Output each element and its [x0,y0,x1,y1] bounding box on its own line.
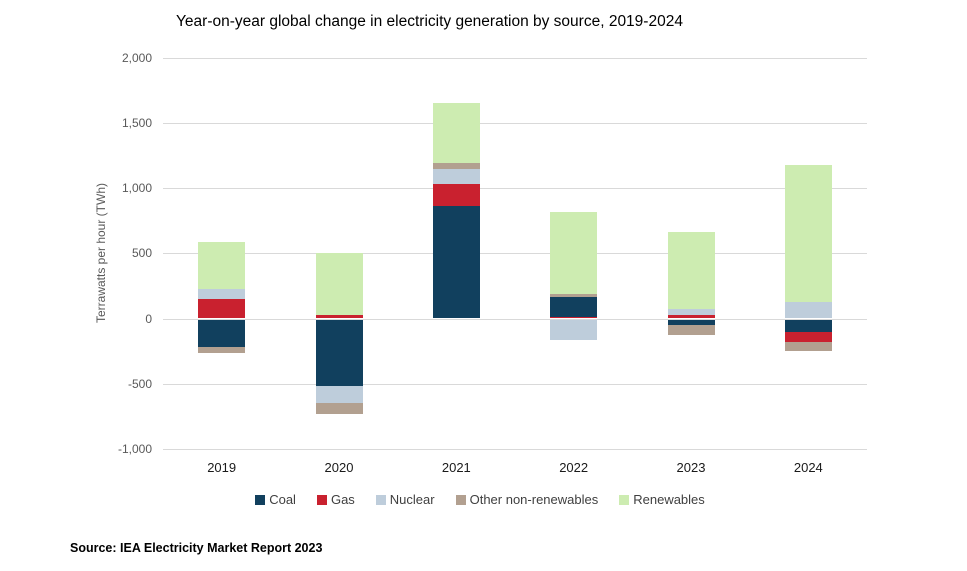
y-tick-label: 0 [145,311,152,326]
bar-segment-2020-renewables [315,253,363,315]
bar-segment-2022-coal [550,296,598,317]
legend-label: Coal [269,492,296,507]
legend-swatch-icon [255,494,266,505]
y-tick-label: 500 [131,246,152,261]
bar-segment-2023-renewables [667,232,715,309]
legend-swatch-icon [375,494,386,505]
bar-segment-2024-renewables [784,164,832,302]
gridline [163,188,867,190]
bar-segment-2022-nuclear [550,320,598,341]
legend-label: Other non-renewables [469,492,599,507]
x-tick-label-2019: 2019 [207,460,237,475]
gridline [163,253,867,255]
bar-segment-2019-coal [198,320,246,348]
legend-label: Renewables [633,492,705,507]
bar-segment-2020-gas [315,314,363,319]
x-tick-label-2020: 2020 [324,460,354,475]
gridline [163,122,867,124]
bar-segment-2024-coal [784,320,832,333]
bar-segment-2022-renewables [550,212,598,294]
y-tick-label: -500 [127,376,152,391]
legend-item-coal: Coal [255,492,296,507]
legend-item-other-non-renewables: Other non-renewables [455,492,599,507]
legend-swatch-icon [316,494,327,505]
legend-swatch-icon [455,494,466,505]
bar-segment-2020-coal [315,320,363,386]
bar-segment-2023-gas [667,315,715,319]
x-tick-label-2023: 2023 [676,460,706,475]
legend-item-nuclear: Nuclear [375,492,435,507]
x-tick-label-2022: 2022 [559,460,589,475]
bar-segment-2022-gas [550,316,598,319]
legend-item-renewables: Renewables [619,492,705,507]
bar-segment-2021-nuclear [432,168,480,185]
bar-segment-2024-other-non-renewables [784,342,832,351]
legend-label: Nuclear [389,492,435,507]
legend-item-gas: Gas [316,492,355,507]
bar-segment-2021-gas [432,184,480,207]
bar-segment-2019-renewables [198,242,246,289]
bar-segment-2021-coal [432,206,480,319]
gridline [163,57,867,59]
bar-segment-2021-other-non-renewables [432,162,480,169]
gridline [163,318,867,320]
bar-segment-2023-nuclear [667,308,715,316]
y-tick-label: 1,500 [121,115,152,130]
gridline [163,448,867,450]
legend-label: Gas [330,492,355,507]
bar-segment-2023-coal [667,320,715,325]
bar-segment-2020-other-non-renewables [315,402,363,414]
y-tick-label: -1,000 [117,441,152,456]
x-tick-label-2024: 2024 [793,460,823,475]
bar-segment-2020-nuclear [315,385,363,403]
x-tick-label-2021: 2021 [441,460,471,475]
bar-segment-2019-nuclear [198,288,246,299]
gridline [163,383,867,385]
y-tick-label: 2,000 [121,50,152,65]
bar-segment-2024-nuclear [784,301,832,319]
legend: Coal Gas Nuclear Other non-renewables Renewa… [0,492,960,507]
legend-swatch-icon [619,494,630,505]
bar-segment-2019-gas [198,298,246,319]
chart-title: Year-on-year global change in electricit… [176,13,683,30]
bar-segment-2022-other-non-renewables [550,293,598,297]
source-note: Source: IEA Electricity Market Report 20… [70,541,323,555]
bar-segment-2021-renewables [432,103,480,163]
bar-segment-2023-other-non-renewables [667,324,715,335]
y-tick-label: 1,000 [121,181,152,196]
bar-segment-2024-gas [784,332,832,343]
bar-segment-2019-other-non-renewables [198,347,246,354]
